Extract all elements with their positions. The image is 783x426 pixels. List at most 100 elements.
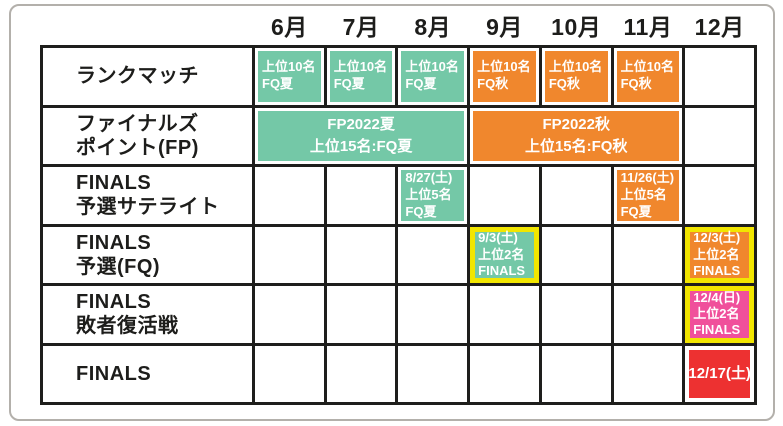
event-block-line: 上位10名: [333, 59, 388, 75]
panel-frame: [9, 4, 775, 421]
event-cell: 上位10名 FQ秋: [541, 48, 611, 105]
event-block-line: FQ夏: [262, 76, 294, 92]
event-block: 11/26(土) 上位5名 FQ夏: [616, 169, 680, 221]
row-label: ファイナルズ ポイント(FP): [43, 107, 252, 164]
event-block-line: FQ夏: [620, 203, 652, 219]
event-block-line: 上位2名: [478, 246, 525, 262]
event-block-line: 12/3(土): [693, 230, 741, 246]
event-block: 12/4(日) 上位2名 FINALS: [685, 286, 754, 343]
empty-cell: [326, 345, 396, 402]
event-block: 9/3(土) 上位2名 FINALS: [470, 226, 539, 283]
empty-cell: [398, 345, 468, 402]
row-label-line: 敗者復活戦: [76, 315, 179, 338]
event-block-line: 12/17(土): [688, 365, 751, 382]
row-label-line: ファイナルズ: [76, 112, 199, 135]
month-label: 11月: [623, 14, 673, 40]
empty-cell: [541, 226, 611, 283]
row-label: FINALS 予選サテライト: [43, 167, 252, 224]
event-block-line: 上位10名: [477, 59, 531, 75]
event-block-line: 11/26(土): [620, 169, 675, 185]
event-cell: FP2022夏上位15名:FQ夏: [255, 107, 468, 164]
empty-cell: [541, 167, 611, 224]
month-label: 9月: [486, 14, 523, 40]
empty-cell: [613, 286, 683, 343]
empty-cell: [541, 345, 611, 402]
event-block: 8/27(土) 上位5名 FQ夏: [401, 169, 465, 221]
event-block: 上位10名 FQ夏: [258, 51, 321, 102]
empty-cell: [685, 167, 754, 224]
event-block-line: 8/27(土): [405, 169, 453, 185]
event-block: 上位10名 FQ秋: [616, 51, 680, 102]
month-label: 12月: [694, 14, 745, 40]
event-block-line: 上位15名:FQ秋: [524, 137, 628, 155]
event-block-line: FP2022夏: [327, 116, 395, 133]
empty-cell: [541, 286, 611, 343]
event-cell: 上位10名 FQ夏: [398, 48, 468, 105]
event-block-line: 上位10名: [262, 59, 316, 75]
month-label: 10月: [551, 14, 602, 40]
empty-cell: [326, 226, 396, 283]
row-label: FINALS 敗者復活戦: [43, 286, 252, 343]
event-cell: 12/3(土) 上位2名 FINALS: [685, 226, 754, 283]
event-block-line: FINALS: [693, 322, 741, 338]
row-label: FINALS: [43, 345, 252, 402]
event-block-line: FQ秋: [620, 76, 652, 92]
event-block: 12/3(土) 上位2名 FINALS: [685, 226, 754, 283]
row-label-line: ポイント(FP): [76, 136, 199, 159]
empty-cell: [326, 286, 396, 343]
event-block-line: FP2022秋: [542, 116, 610, 133]
empty-cell: [613, 345, 683, 402]
row-label-line: FINALS: [76, 172, 152, 195]
event-block-line: FQ秋: [477, 76, 509, 92]
event-block: 12/17(土): [688, 349, 751, 398]
event-block-line: 12/4(日): [693, 289, 741, 305]
event-cell: 9/3(土) 上位2名 FINALS: [470, 226, 539, 283]
event-block-line: FQ夏: [405, 203, 437, 219]
event-block: FP2022秋上位15名:FQ秋: [473, 110, 680, 161]
empty-cell: [470, 167, 539, 224]
event-block-line: FINALS: [478, 262, 526, 278]
event-cell: 上位10名 FQ夏: [255, 48, 324, 105]
event-block: 上位10名 FQ秋: [473, 51, 536, 102]
event-block-line: 上位10名: [620, 59, 675, 75]
event-block-line: 上位15名:FQ夏: [309, 137, 413, 155]
event-block-line: FINALS: [693, 262, 741, 278]
empty-cell: [255, 167, 324, 224]
row-label-line: FINALS: [76, 231, 152, 254]
empty-cell: [255, 226, 324, 283]
empty-cell: [398, 286, 468, 343]
empty-cell: [470, 286, 539, 343]
event-block-line: 上位5名: [405, 186, 452, 202]
event-block: 上位10名 FQ夏: [329, 51, 393, 102]
empty-cell: [613, 226, 683, 283]
month-header-spacer: [43, 8, 252, 42]
event-block-line: 上位2名: [693, 246, 740, 262]
event-block: 上位10名 FQ夏: [401, 51, 465, 102]
event-block-line: 9/3(土): [478, 230, 518, 246]
event-cell: 8/27(土) 上位5名 FQ夏: [398, 167, 468, 224]
event-block: FP2022夏上位15名:FQ夏: [258, 110, 465, 161]
event-block: 上位10名 FQ秋: [544, 51, 608, 102]
event-cell: FP2022秋上位15名:FQ秋: [470, 107, 683, 164]
month-label: 7月: [342, 14, 380, 40]
event-cell: 12/4(日) 上位2名 FINALS: [685, 286, 754, 343]
event-block-line: 上位10名: [548, 59, 603, 75]
empty-cell: [255, 345, 324, 402]
row-label: ランクマッチ: [43, 48, 252, 105]
month-header-row: 6月 7月 8月 9月 10月 11月 12月: [40, 8, 757, 42]
schedule-table: ランクマッチ 上位10名 FQ夏 上位10名 FQ夏 上位10名 FQ夏 上位10名 FQ秋 上位…: [40, 45, 757, 405]
event-cell: 上位10名 FQ夏: [326, 48, 396, 105]
row-label-line: ランクマッチ: [76, 65, 199, 88]
empty-cell: [255, 286, 324, 343]
row-label-line: FINALS: [76, 291, 152, 314]
event-cell: 11/26(土) 上位5名 FQ夏: [613, 167, 683, 224]
empty-cell: [326, 167, 396, 224]
month-label: 6月: [270, 14, 308, 40]
empty-cell: [685, 48, 754, 105]
row-label-line: 予選(FQ): [76, 255, 161, 278]
event-block-line: FQ夏: [405, 76, 437, 92]
month-label: 8月: [414, 14, 452, 40]
event-cell: 上位10名 FQ秋: [613, 48, 683, 105]
empty-cell: [470, 345, 539, 402]
